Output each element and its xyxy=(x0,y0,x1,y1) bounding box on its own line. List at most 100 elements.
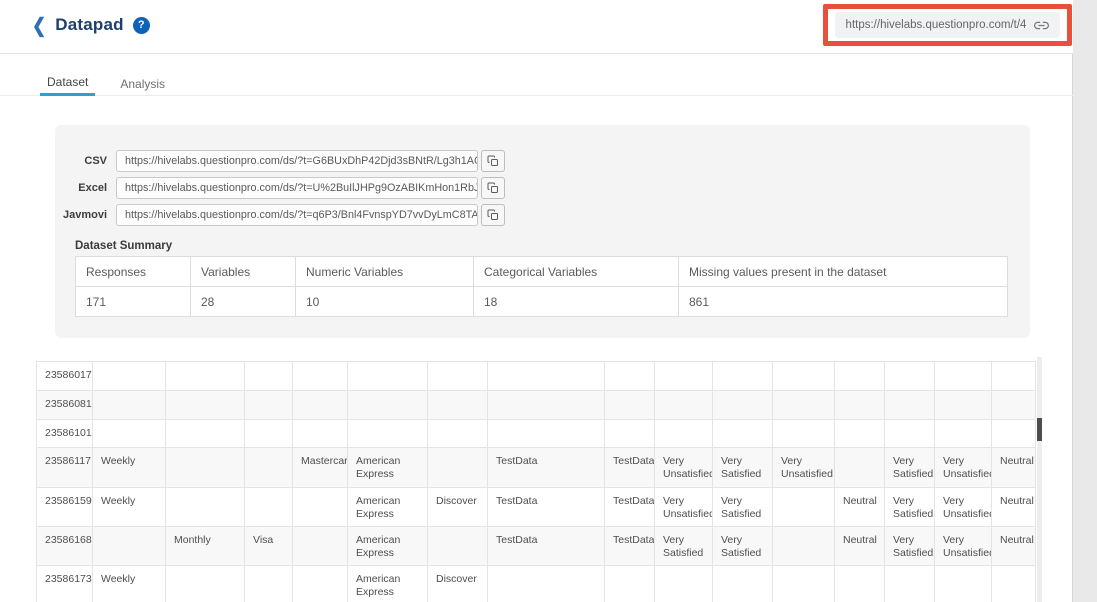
table-row: 23586101 xyxy=(36,419,1036,448)
table-cell xyxy=(991,390,1036,420)
table-cell xyxy=(292,390,348,420)
table-cell xyxy=(292,419,348,448)
table-cell xyxy=(712,565,773,602)
table-cell xyxy=(92,390,166,420)
table-cell xyxy=(654,361,713,391)
table-cell: Very Unsatisfied xyxy=(934,447,992,488)
table-cell: American Express xyxy=(347,447,428,488)
table-cell xyxy=(604,390,655,420)
copy-icon xyxy=(487,209,498,220)
summary-value-row: 171 28 10 18 861 xyxy=(75,286,1008,317)
table-cell xyxy=(934,419,992,448)
table-cell: American Express xyxy=(347,526,428,566)
table-cell xyxy=(772,390,835,420)
table-cell xyxy=(834,361,885,391)
table-cell: Very Satisfied xyxy=(712,487,773,527)
summary-value: 171 xyxy=(75,286,191,317)
table-cell xyxy=(165,565,245,602)
table-cell xyxy=(165,390,245,420)
table-cell xyxy=(934,565,992,602)
table-cell xyxy=(487,361,605,391)
table-cell xyxy=(92,526,166,566)
table-cell: Neutral xyxy=(991,526,1036,566)
table-cell xyxy=(427,361,488,391)
csv-url-input[interactable]: https://hivelabs.questionpro.com/ds/?t=G… xyxy=(116,150,478,172)
table-cell xyxy=(772,419,835,448)
help-icon[interactable]: ? xyxy=(132,16,150,34)
summary-col-header: Numeric Variables xyxy=(295,256,474,287)
table-cell xyxy=(244,361,293,391)
response-id-cell: 23586101 xyxy=(36,419,93,448)
table-cell xyxy=(292,565,348,602)
table-cell xyxy=(712,361,773,391)
summary-col-header: Categorical Variables xyxy=(473,256,679,287)
tab-dataset[interactable]: Dataset xyxy=(40,71,96,96)
table-cell xyxy=(884,361,935,391)
table-cell: Discover xyxy=(427,565,488,602)
response-id-cell: 23586117 xyxy=(36,447,93,488)
back-icon[interactable]: ❮ xyxy=(32,14,47,36)
vertical-scrollbar-track[interactable] xyxy=(1037,357,1042,602)
table-cell: American Express xyxy=(347,565,428,602)
tab-bar: Dataset Analysis xyxy=(0,71,1073,96)
table-cell xyxy=(772,361,835,391)
table-cell xyxy=(654,390,713,420)
table-cell: Monthly xyxy=(165,526,245,566)
table-cell xyxy=(934,361,992,391)
response-id-cell: 23586081 xyxy=(36,390,93,420)
table-cell xyxy=(834,419,885,448)
tab-analysis[interactable]: Analysis xyxy=(120,76,166,91)
table-cell xyxy=(604,419,655,448)
table-cell: Visa xyxy=(244,526,293,566)
table-cell xyxy=(427,447,488,488)
table-cell xyxy=(347,419,428,448)
summary-header-row: Responses Variables Numeric Variables Ca… xyxy=(75,256,1008,287)
header-title-group: ❮ Datapad ? xyxy=(32,15,150,35)
table-cell: Very Unsatisfied xyxy=(934,487,992,527)
summary-value: 861 xyxy=(678,286,1008,317)
table-cell xyxy=(487,565,605,602)
table-cell: Weekly xyxy=(92,447,166,488)
table-cell xyxy=(884,390,935,420)
excel-url-input[interactable]: https://hivelabs.questionpro.com/ds/?t=U… xyxy=(116,177,478,199)
csv-copy-button[interactable] xyxy=(481,150,505,172)
export-row-javmovi: Javmovi https://hivelabs.questionpro.com… xyxy=(55,204,505,226)
table-cell xyxy=(654,565,713,602)
share-url-field[interactable]: https://hivelabs.questionpro.com/t/4 xyxy=(834,12,1061,38)
table-cell: Neutral xyxy=(834,526,885,566)
table-cell: Very Satisfied xyxy=(884,487,935,527)
table-cell xyxy=(712,390,773,420)
table-cell: Neutral xyxy=(991,447,1036,488)
table-cell xyxy=(427,419,488,448)
table-cell: Weekly xyxy=(92,487,166,527)
table-cell: Very Satisfied xyxy=(884,447,935,488)
table-cell xyxy=(772,487,835,527)
responses-table: 23586017 23586081 23586101 23586117 Weekly Ma… xyxy=(36,361,1036,602)
response-id-cell: 23586173 xyxy=(36,565,93,602)
csv-label: CSV xyxy=(84,155,107,167)
table-cell: Very Satisfied xyxy=(712,447,773,488)
table-row: 23586159 Weekly American Express Discover Te… xyxy=(36,487,1036,527)
table-cell xyxy=(165,361,245,391)
javmovi-url-input[interactable]: https://hivelabs.questionpro.com/ds/?t=q… xyxy=(116,204,478,226)
table-cell xyxy=(654,419,713,448)
table-cell xyxy=(487,419,605,448)
table-cell xyxy=(292,487,348,527)
table-cell xyxy=(487,390,605,420)
vertical-scrollbar-thumb[interactable] xyxy=(1037,418,1042,441)
link-icon[interactable] xyxy=(1034,18,1050,33)
table-cell xyxy=(834,447,885,488)
table-cell: Neutral xyxy=(834,487,885,527)
table-row: 23586017 xyxy=(36,361,1036,391)
dataset-summary-title: Dataset Summary xyxy=(75,240,173,252)
table-cell xyxy=(92,361,166,391)
javmovi-label: Javmovi xyxy=(62,209,107,221)
javmovi-copy-button[interactable] xyxy=(481,204,505,226)
table-cell xyxy=(292,526,348,566)
excel-copy-button[interactable] xyxy=(481,177,505,199)
table-cell: Mastercard xyxy=(292,447,348,488)
excel-label: Excel xyxy=(78,182,107,194)
table-cell: Very Satisfied xyxy=(654,526,713,566)
table-cell xyxy=(772,526,835,566)
